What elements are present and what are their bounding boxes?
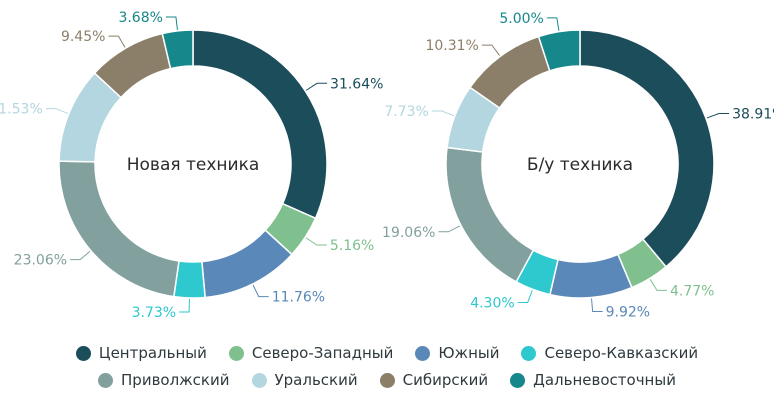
label-leader-line xyxy=(431,110,455,117)
donut-slice xyxy=(537,29,581,72)
label-leader-line xyxy=(438,225,461,233)
label-leader-line xyxy=(305,237,327,246)
label-leader-line xyxy=(70,250,91,261)
data-label: 5.00% xyxy=(499,11,543,27)
legend-swatch xyxy=(228,345,244,361)
legend-label: Сибирский xyxy=(402,371,489,389)
data-label: 11.53% xyxy=(0,102,43,118)
donut-slice xyxy=(579,29,715,268)
legend-swatch xyxy=(251,372,267,388)
legend-item-south: Южный xyxy=(415,344,499,362)
legend-swatch xyxy=(379,372,395,388)
legend-item-northwest: Северо-Западный xyxy=(228,344,394,362)
donut-chart-2: 38.91% 4.77% 9.92% 4.30% 19.06% 7.73% 10.31% 5.… xyxy=(382,11,774,321)
legend-label: Уральский xyxy=(274,371,358,389)
label-leader-line xyxy=(591,298,603,312)
donut-charts: 31.64% 5.16% 11.76% 3.73% 23.06% 11.53% 9.45% 3… xyxy=(0,10,774,321)
donut-slice xyxy=(58,160,180,298)
donut-slice xyxy=(549,253,633,299)
legend-item-volga: Приволжский xyxy=(98,371,230,389)
data-label: 31.64% xyxy=(330,76,383,92)
label-leader-line xyxy=(706,112,730,119)
legend-swatch xyxy=(521,345,537,361)
chart-center-title: Б/у техника xyxy=(527,155,633,175)
data-label: 38.91% xyxy=(732,106,774,122)
label-leader-line xyxy=(517,290,533,303)
legend-item-ural: Уральский xyxy=(251,371,358,389)
data-label: 4.30% xyxy=(470,295,514,311)
legend-label: Центральный xyxy=(98,344,207,362)
donut-slice xyxy=(192,29,328,220)
legend-item-north-caucasus: Северо-Кавказский xyxy=(521,344,698,362)
label-leader-line xyxy=(108,35,126,48)
label-leader-line xyxy=(45,108,69,114)
data-label: 3.73% xyxy=(132,305,176,321)
data-label: 9.92% xyxy=(606,304,650,320)
legend-swatch xyxy=(75,345,91,361)
legend-row-2: Приволжский Уральский Сибирский Дальнево… xyxy=(0,371,774,389)
legend-label: Приволжский xyxy=(121,371,230,389)
data-label: 10.31% xyxy=(425,38,478,54)
label-leader-line xyxy=(179,298,190,313)
legend-label: Южный xyxy=(438,344,500,362)
data-label: 23.06% xyxy=(14,253,67,269)
data-label: 19.06% xyxy=(382,225,435,241)
legend-label: Дальневосточный xyxy=(533,371,676,389)
data-label: 4.77% xyxy=(670,283,714,299)
data-label: 11.76% xyxy=(272,290,325,306)
data-label: 5.16% xyxy=(330,238,374,254)
label-leader-line xyxy=(546,17,560,31)
chart-center-title: Новая техника xyxy=(127,155,260,175)
donut-slice xyxy=(161,29,194,70)
legend-item-far-east: Дальневосточный xyxy=(510,371,676,389)
data-label: 3.68% xyxy=(118,10,162,26)
legend-swatch xyxy=(510,372,526,388)
label-leader-line xyxy=(649,279,667,291)
label-leader-line xyxy=(165,16,178,30)
data-label: 7.73% xyxy=(384,104,428,120)
legend-label: Северо-Кавказский xyxy=(544,344,699,362)
legend-swatch xyxy=(415,345,431,361)
legend-label: Северо-Западный xyxy=(251,344,394,362)
label-leader-line xyxy=(481,44,500,56)
label-leader-line xyxy=(252,284,269,298)
legend-item-central: Центральный xyxy=(75,344,207,362)
legend-item-siberia: Сибирский xyxy=(379,371,489,389)
label-leader-line xyxy=(305,82,328,91)
donut-chart-1: 31.64% 5.16% 11.76% 3.73% 23.06% 11.53% 9.45% 3… xyxy=(0,10,383,321)
legend-swatch xyxy=(98,372,114,388)
donut-slice xyxy=(445,146,535,283)
data-label: 9.45% xyxy=(61,29,105,45)
legend-row-1: Центральный Северо-Западный Южный Северо… xyxy=(0,344,774,362)
